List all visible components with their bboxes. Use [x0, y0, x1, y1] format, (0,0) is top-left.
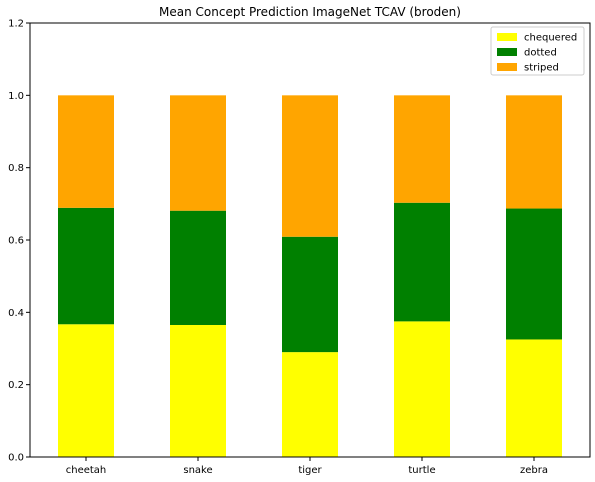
x-tick-label: zebra: [520, 465, 548, 476]
x-tick-label: cheetah: [66, 465, 107, 476]
legend-swatch-dotted: [497, 48, 517, 56]
bars-layer: [58, 95, 562, 457]
bar-chequered-zebra: [506, 339, 562, 457]
legend-label-striped: striped: [524, 63, 559, 74]
y-tick-label: 0.2: [8, 380, 24, 391]
legend: chequered dotted striped: [490, 26, 585, 76]
x-tick-label: snake: [183, 465, 212, 476]
bar-dotted-cheetah: [58, 207, 114, 325]
y-tick-label: 0.6: [8, 236, 24, 247]
legend-swatch-chequered: [497, 33, 517, 41]
bar-dotted-tiger: [282, 236, 338, 353]
plot-frame: [29, 22, 591, 458]
y-tick-label: 0.8: [8, 163, 24, 174]
axes-layer: cheetah snake tiger turtle zebra 0.0 0.2 0.4 0.6…: [8, 19, 591, 476]
legend-swatch-striped: [497, 63, 517, 71]
bar-chequered-tiger: [282, 352, 338, 457]
bar-dotted-zebra: [506, 208, 562, 340]
y-tick-label: 0.0: [8, 453, 24, 464]
bar-striped-cheetah: [58, 95, 114, 208]
y-tick-label: 0.4: [8, 308, 24, 319]
legend-label-chequered: chequered: [524, 33, 577, 44]
bar-striped-zebra: [506, 95, 562, 209]
x-tick-label: turtle: [408, 465, 435, 476]
bar-chequered-turtle: [394, 321, 450, 457]
y-tick-label: 1.2: [8, 19, 24, 30]
bar-chequered-snake: [170, 324, 226, 457]
bar-striped-tiger: [282, 95, 338, 237]
bar-chequered-cheetah: [58, 324, 114, 457]
bar-dotted-snake: [170, 210, 226, 325]
chart-title: Mean Concept Prediction ImageNet TCAV (b…: [159, 5, 461, 19]
y-tick-label: 1.0: [8, 91, 24, 102]
x-tick-label: tiger: [298, 465, 322, 476]
bar-striped-turtle: [394, 95, 450, 203]
bar-dotted-turtle: [394, 202, 450, 322]
legend-label-dotted: dotted: [524, 48, 557, 59]
bar-striped-snake: [170, 95, 226, 211]
